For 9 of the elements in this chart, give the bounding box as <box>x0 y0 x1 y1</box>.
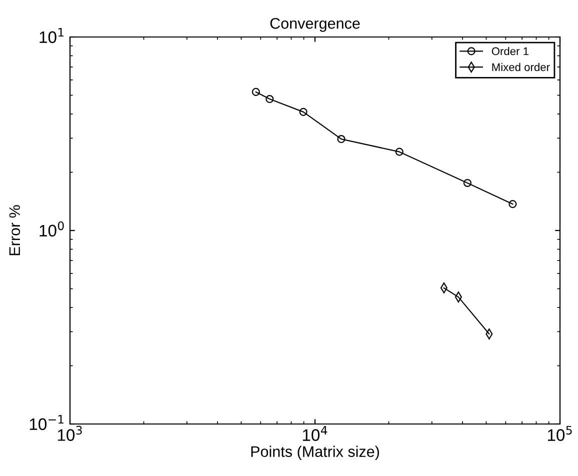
y-axis-title: Error % <box>9 205 20 256</box>
y-tick-label: 10$^{0}$ <box>40 221 64 237</box>
chart-title: Convergence <box>270 18 360 32</box>
x-tick-label: 10$^{4}$ <box>302 426 328 441</box>
legend-label: Order 1 <box>492 47 528 56</box>
x-axis-title: Points (Matrix size) <box>251 446 379 460</box>
legend-label: Mixed order <box>492 62 550 72</box>
y-tick-label: 10$^{1}$ <box>40 28 64 44</box>
x-tick-label: 10$^{5}$ <box>548 426 572 441</box>
